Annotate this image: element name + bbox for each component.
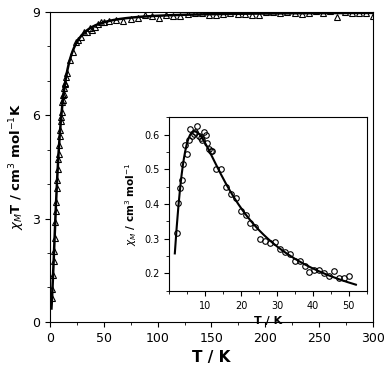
Y-axis label: $\chi_M$T / cm$^3$ mol$^{-1}$K: $\chi_M$T / cm$^3$ mol$^{-1}$K (7, 103, 27, 230)
X-axis label: T / K: T / K (192, 350, 230, 365)
